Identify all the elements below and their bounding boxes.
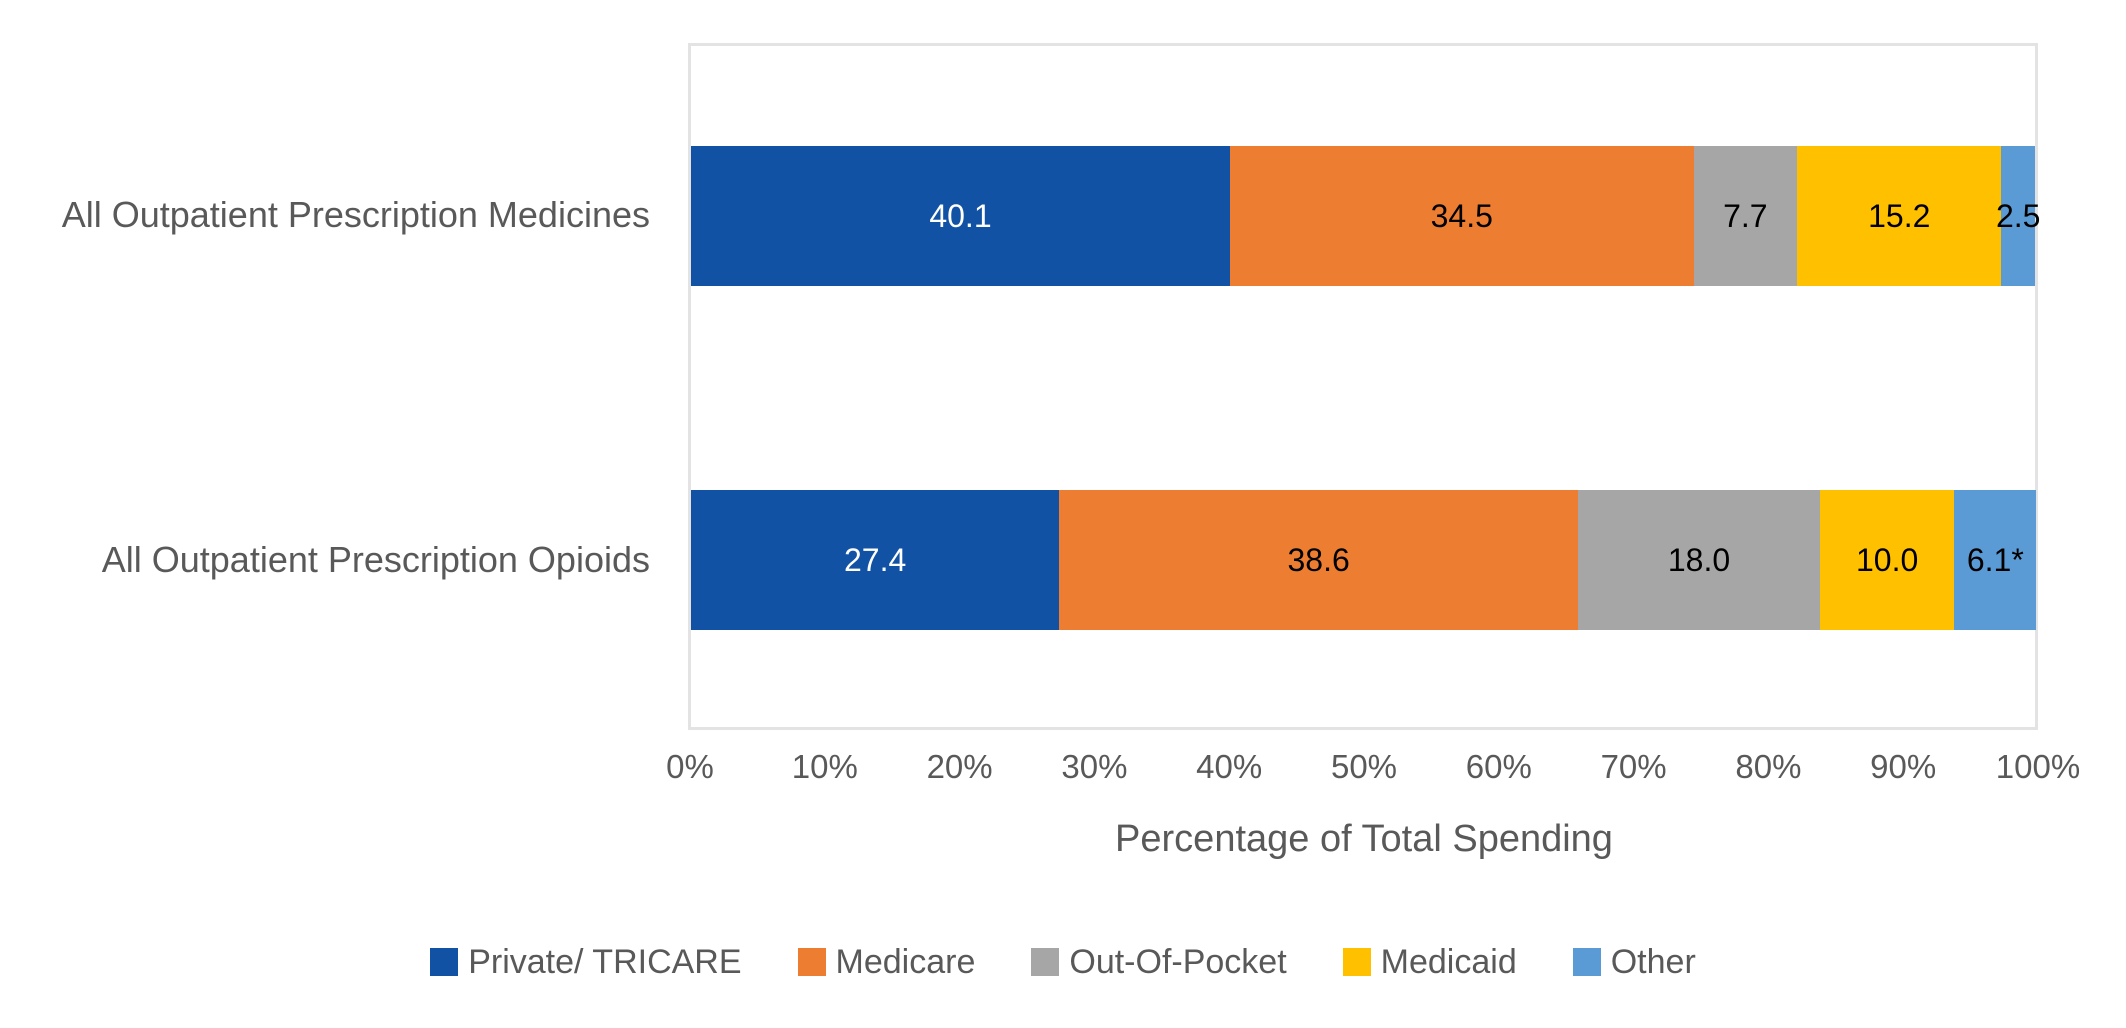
x-tick-label: 60%	[1465, 748, 1532, 785]
legend-item-medicaid: Medicaid	[1342, 943, 1517, 981]
x-tick-label: 70%	[1600, 748, 1667, 785]
legend-label: Private/ TRICARE	[468, 943, 742, 981]
bar-segment-out-of-pocket: 18.0	[1578, 490, 1820, 630]
bar-segment-other: 2.5	[1996, 146, 2040, 286]
x-tick-label: 10%	[791, 748, 858, 785]
bar-segment-medicare: 38.6	[1059, 490, 1579, 630]
bar-segment-medicare: 34.5	[1229, 146, 1694, 286]
data-label: 27.4	[843, 542, 907, 578]
x-tick-label: 90%	[1870, 748, 1937, 785]
x-tick-label: 40%	[1196, 748, 1263, 785]
stacked-bar-0: 40.1 34.5 7.7 15.2 2.5	[691, 146, 2040, 286]
category-label-1: All Outpatient Prescription Opioids	[101, 539, 650, 580]
data-label: 18.0	[1667, 542, 1731, 578]
legend-color-swatch-icon	[1031, 948, 1060, 976]
bar-segment-other: 6.1*	[1954, 490, 2037, 630]
legend-item-medicare: Medicare	[797, 943, 976, 981]
x-tick-label: 20%	[926, 748, 993, 785]
x-tick-label: 0%	[666, 748, 714, 785]
legend-label: Medicare	[835, 943, 976, 981]
x-tick-label: 50%	[1330, 748, 1398, 785]
data-label: 10.0	[1855, 542, 1919, 578]
x-axis-ticks: 0% 10% 20% 30% 40% 50% 60% 70% 80% 90% 100%	[666, 748, 2080, 790]
bar-segment-private-tricare: 27.4	[691, 490, 1060, 630]
legend: Private/ TRICARE Medicare Out-Of-Pocket Med…	[0, 945, 2126, 979]
data-label: 40.1	[929, 198, 992, 234]
legend-color-swatch-icon	[797, 948, 826, 976]
legend-item-out-of-pocket: Out-Of-Pocket	[1031, 943, 1287, 981]
x-axis-title: Percentage of Total Spending	[1115, 818, 1613, 860]
stacked-bar-1: 27.4 38.6 18.0 10.0 6.1*	[691, 490, 2037, 630]
data-label: 6.1*	[1966, 542, 2024, 578]
data-label: 15.2	[1868, 198, 1931, 234]
x-tick-label: 30%	[1061, 748, 1128, 785]
legend-color-swatch-icon	[1342, 948, 1371, 976]
plot-area: 40.1 34.5 7.7 15.2 2.5 27.4 38.6 18.0 10.0 6.1*	[688, 43, 2040, 730]
legend-label: Out-Of-Pocket	[1069, 943, 1287, 981]
x-tick-label: 100%	[1995, 748, 2081, 785]
data-label: 7.7	[1723, 198, 1768, 234]
legend-item-private-tricare: Private/ TRICARE	[430, 943, 742, 981]
data-label: 34.5	[1430, 198, 1493, 234]
data-label: 2.5	[1995, 198, 2041, 234]
category-label-0: All Outpatient Prescription Medicines	[61, 194, 650, 235]
bar-segment-medicaid: 15.2	[1797, 146, 2002, 286]
legend-label: Medicaid	[1380, 943, 1517, 981]
legend-label: Other	[1610, 943, 1696, 981]
legend-item-other: Other	[1572, 943, 1696, 981]
bar-segment-medicaid: 10.0	[1819, 490, 1955, 630]
x-tick-label: 80%	[1735, 748, 1802, 785]
data-label: 38.6	[1287, 542, 1350, 578]
bar-segment-private-tricare: 40.1	[691, 146, 1230, 286]
legend-color-swatch-icon	[1572, 948, 1601, 976]
bar-segment-out-of-pocket: 7.7	[1693, 146, 1798, 286]
legend-color-swatch-icon	[430, 948, 459, 976]
